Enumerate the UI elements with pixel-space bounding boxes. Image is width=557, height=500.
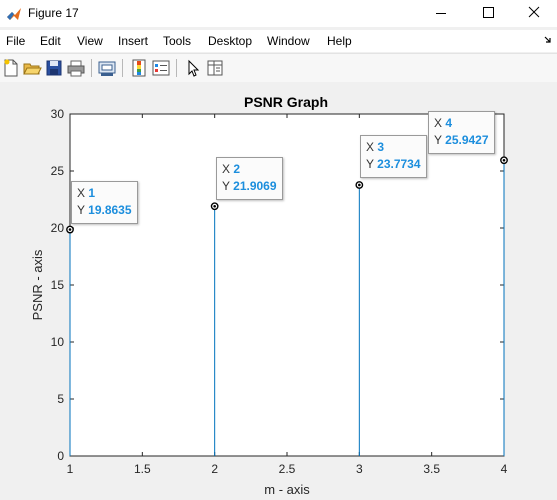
figure-toolbar bbox=[0, 53, 557, 83]
menu-window[interactable]: Window bbox=[267, 34, 310, 48]
open-file-icon[interactable] bbox=[22, 58, 42, 78]
stem-marker-center bbox=[68, 228, 72, 231]
datatip-y-value: 25.9427 bbox=[445, 133, 489, 147]
datatip-x-value: 2 bbox=[233, 162, 241, 176]
x-tick-label: 1.5 bbox=[134, 462, 151, 476]
stem-marker-center bbox=[213, 204, 216, 208]
datatip-x-value: 4 bbox=[445, 116, 453, 130]
menu-bar: File Edit View Insert Tools Desktop Wind… bbox=[0, 30, 557, 52]
y-tick-label: 0 bbox=[57, 449, 64, 463]
datatip-y-key: Y bbox=[366, 157, 374, 171]
y-tick-label: 15 bbox=[51, 278, 65, 292]
x-tick-label: 3 bbox=[356, 462, 363, 476]
menu-tools[interactable]: Tools bbox=[163, 34, 192, 48]
toolbar-separator bbox=[176, 59, 177, 77]
axes-box[interactable] bbox=[69, 113, 505, 457]
link-plot-icon[interactable] bbox=[97, 58, 117, 78]
datatip-x-key: X bbox=[222, 162, 231, 176]
y-tick-label: 10 bbox=[51, 335, 65, 349]
minimize-icon bbox=[436, 13, 446, 14]
insert-legend-icon[interactable] bbox=[151, 58, 171, 78]
x-tick-label: 4 bbox=[501, 462, 508, 476]
minimize-button[interactable] bbox=[418, 0, 464, 27]
stem-marker-center bbox=[358, 183, 361, 187]
toolbar-separator bbox=[91, 59, 92, 77]
datatip-3[interactable]: X 3 Y 23.7734 bbox=[360, 135, 427, 178]
x-axis-label: m - axis bbox=[264, 482, 310, 497]
datatip-y-value: 19.8635 bbox=[88, 203, 132, 217]
datatip-x-key: X bbox=[77, 186, 86, 200]
new-figure-icon[interactable] bbox=[1, 58, 21, 78]
property-inspector-icon[interactable] bbox=[205, 58, 225, 78]
y-tick-label: 30 bbox=[51, 107, 65, 121]
datatip-y-key: Y bbox=[77, 203, 85, 217]
print-icon[interactable] bbox=[66, 58, 86, 78]
close-icon bbox=[528, 6, 540, 18]
datatip-x-key: X bbox=[434, 116, 443, 130]
menu-help[interactable]: Help bbox=[327, 34, 352, 48]
stem-marker-center bbox=[502, 158, 506, 162]
axis-ticks: 1 1.5 2 2.5 3 3.5 4 0 5 10 15 20 25 30 bbox=[51, 107, 508, 476]
datatip-y-value: 23.7734 bbox=[377, 157, 421, 171]
edit-plot-icon[interactable] bbox=[183, 58, 203, 78]
y-tick-label: 5 bbox=[57, 392, 64, 406]
x-tick-label: 1 bbox=[67, 462, 74, 476]
chart-title: PSNR Graph bbox=[244, 94, 328, 110]
window-title: Figure 17 bbox=[28, 6, 79, 20]
datatip-y-key: Y bbox=[222, 179, 230, 193]
datatip-y-key: Y bbox=[434, 133, 442, 147]
figure-canvas: PSNR Graph 1 1.5 2 2.5 3 3.5 4 0 5 10 15 20 25 30 m -… bbox=[0, 82, 557, 500]
menu-file[interactable]: File bbox=[6, 34, 26, 48]
maximize-icon bbox=[483, 7, 494, 18]
menu-edit[interactable]: Edit bbox=[40, 34, 61, 48]
datatip-4[interactable]: X 4 Y 25.9427 bbox=[428, 111, 495, 154]
maximize-button[interactable] bbox=[465, 0, 511, 27]
x-tick-label: 3.5 bbox=[423, 462, 440, 476]
dock-arrow-icon[interactable] bbox=[543, 34, 553, 46]
matlab-logo-icon bbox=[7, 8, 21, 20]
menu-desktop[interactable]: Desktop bbox=[208, 34, 253, 48]
y-tick-label: 25 bbox=[51, 164, 65, 178]
y-axis-label: PSNR - axis bbox=[30, 249, 45, 320]
datatip-x-value: 3 bbox=[377, 140, 385, 154]
y-tick-label: 20 bbox=[51, 221, 65, 235]
save-icon[interactable] bbox=[44, 58, 64, 78]
datatip-x-key: X bbox=[366, 140, 375, 154]
title-bar: Figure 17 bbox=[0, 0, 557, 27]
psnr-chart[interactable]: PSNR Graph 1 1.5 2 2.5 3 3.5 4 0 5 10 15 20 25 30 m -… bbox=[0, 82, 557, 500]
datatip-y-value: 21.9069 bbox=[233, 179, 277, 193]
stem-series[interactable] bbox=[66, 156, 508, 456]
x-tick-label: 2 bbox=[211, 462, 218, 476]
datatip-x-value: 1 bbox=[88, 186, 96, 200]
close-button[interactable] bbox=[511, 0, 557, 27]
x-tick-label: 2.5 bbox=[279, 462, 296, 476]
menu-insert[interactable]: Insert bbox=[118, 34, 149, 48]
menu-view[interactable]: View bbox=[77, 34, 103, 48]
insert-colorbar-icon[interactable] bbox=[129, 58, 149, 78]
datatip-1[interactable]: X 1 Y 19.8635 bbox=[71, 181, 138, 224]
toolbar-separator bbox=[122, 59, 123, 77]
datatip-2[interactable]: X 2 Y 21.9069 bbox=[216, 157, 283, 200]
